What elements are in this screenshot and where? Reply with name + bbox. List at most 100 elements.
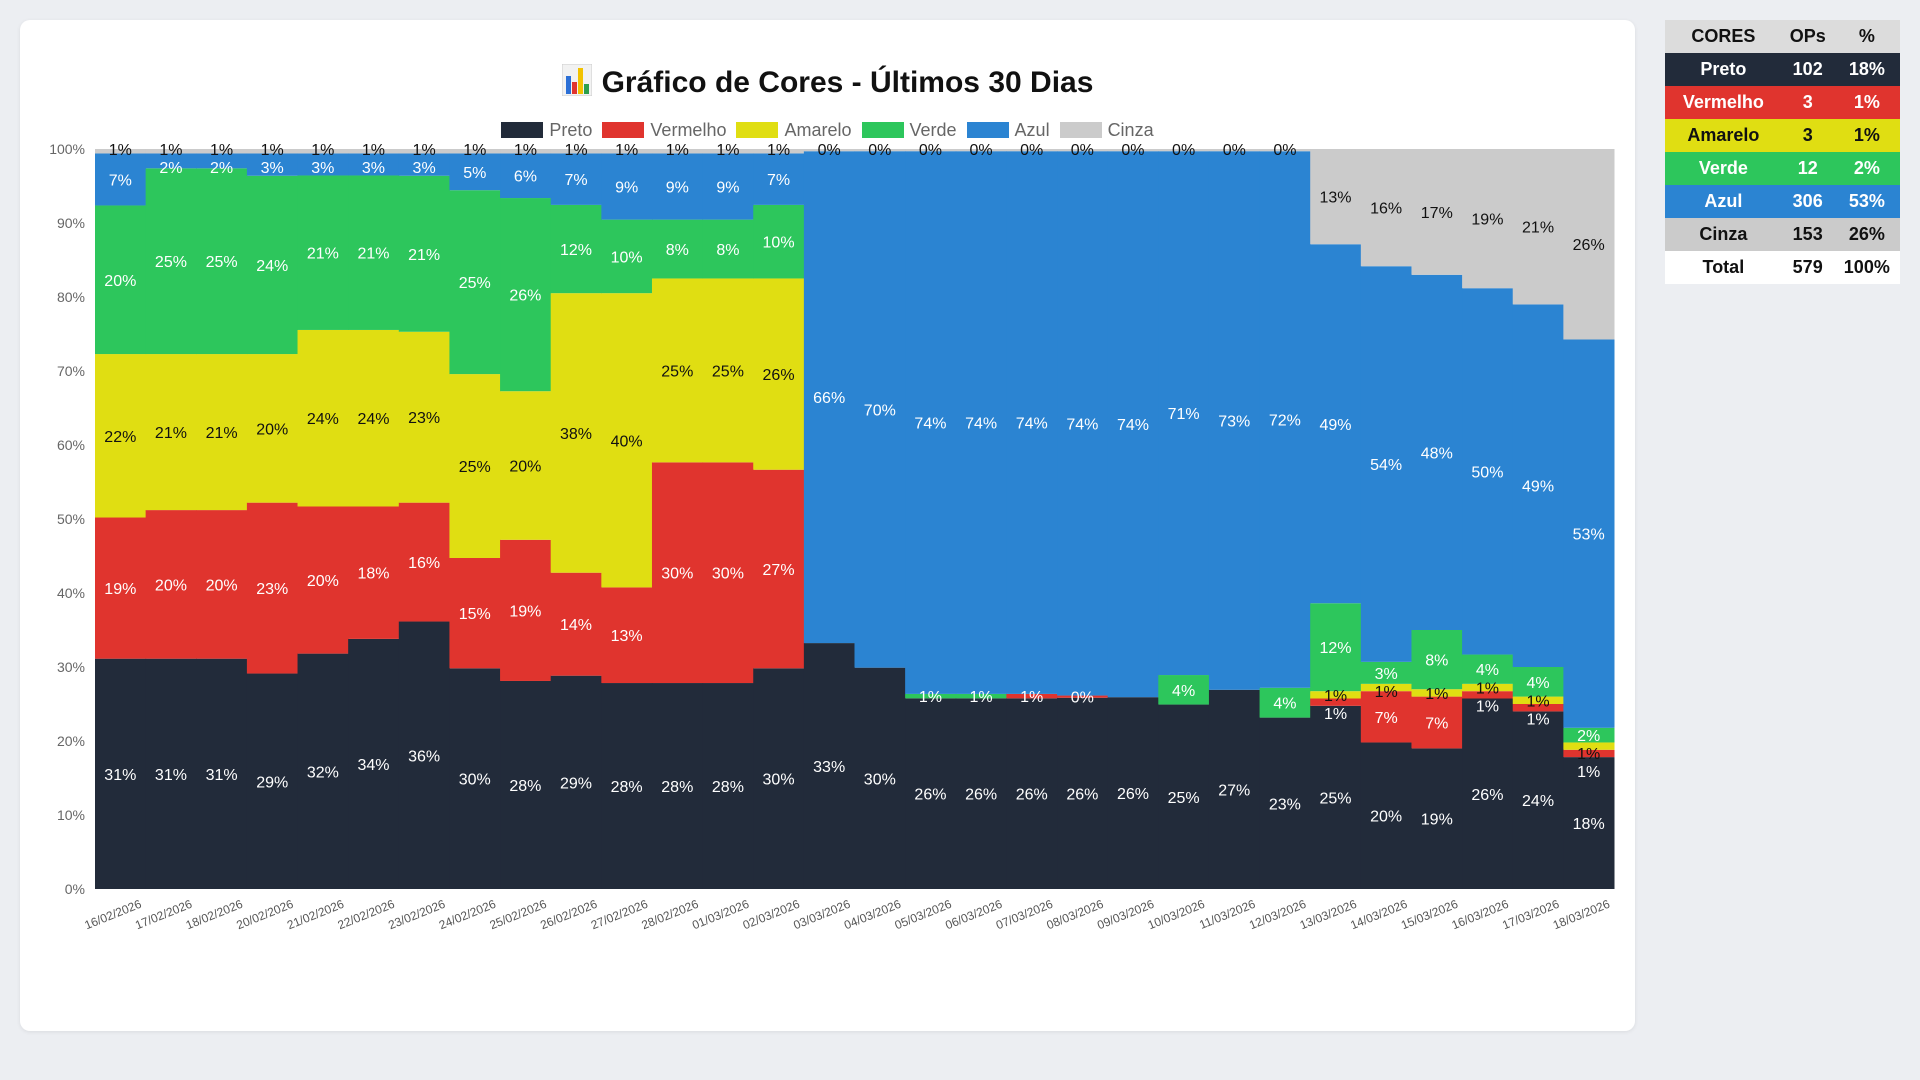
bar-segment-vermelho (196, 510, 248, 659)
data-label: 0% (818, 142, 841, 159)
data-label: 29% (560, 775, 592, 792)
data-label: 3% (311, 160, 334, 177)
data-label: 30% (763, 772, 795, 789)
data-label: 1% (362, 142, 385, 159)
bar-segment-preto (1107, 697, 1159, 889)
data-label: 71% (1168, 406, 1200, 423)
data-label: 31% (104, 767, 136, 784)
data-label: 74% (1016, 416, 1048, 433)
data-label: 1% (1577, 746, 1600, 763)
bar-segment-verde (348, 175, 400, 330)
bar-segment-azul (702, 153, 754, 220)
data-label: 1% (970, 689, 993, 706)
bar-segment-azul (550, 153, 602, 205)
bar-segment-azul (196, 153, 248, 169)
x-tick-label: 25/02/2026 (488, 897, 549, 933)
bar-segment-azul (348, 153, 400, 176)
summary-cell-ops: 3 (1802, 125, 1813, 145)
data-label: 20% (104, 273, 136, 290)
legend-item-verde[interactable]: Verde (861, 120, 957, 141)
data-label: 20% (256, 421, 288, 438)
bar-segment-vermelho (702, 462, 754, 684)
bar-segment-preto (1411, 748, 1463, 889)
data-label: 23% (256, 581, 288, 598)
data-label: 20% (307, 573, 339, 590)
legend-swatch (861, 122, 904, 138)
bar-segment-preto (1006, 698, 1058, 889)
data-label: 25% (155, 254, 187, 271)
bar-segment-preto (1310, 705, 1362, 889)
legend-item-preto[interactable]: Preto (501, 120, 592, 141)
bar-segment-amarelo (651, 278, 704, 463)
bar-segment-preto (753, 668, 805, 889)
x-tick-label: 04/03/2026 (842, 897, 903, 933)
bar-segment-vermelho (550, 572, 602, 676)
summary-cell-ops: 3 (1802, 92, 1813, 112)
legend-item-cinza[interactable]: Cinza (1059, 120, 1154, 141)
data-label: 27% (1218, 782, 1250, 799)
bar-segment-azul (1208, 151, 1261, 690)
bar-segment-azul (246, 153, 299, 176)
data-label: 26% (1066, 786, 1098, 803)
x-tick-label: 24/02/2026 (437, 897, 498, 933)
bar-segment-cinza (651, 149, 704, 154)
legend-item-vermelho[interactable]: Vermelho (602, 120, 726, 141)
data-label: 28% (712, 779, 744, 796)
summary-row-preto: Preto 102 18% (1665, 53, 1900, 86)
x-tick-label: 10/03/2026 (1146, 897, 1207, 933)
bar-segment-amarelo (398, 331, 450, 503)
data-label: 33% (813, 759, 845, 776)
bar-segment-vermelho (145, 510, 197, 659)
bar-segment-verde (246, 175, 299, 355)
legend-label: Preto (549, 120, 593, 140)
bar-segment-verde (1563, 727, 1615, 743)
data-label: 25% (1168, 790, 1200, 807)
bar-segment-cinza (1006, 149, 1058, 152)
data-label: 21% (1522, 220, 1554, 237)
bar-segment-cinza (1310, 149, 1362, 245)
bar-segment-vermelho (348, 506, 400, 639)
summary-cell-pct: 100% (1843, 257, 1890, 277)
data-label: 1% (1324, 688, 1347, 705)
summary-cell-ops: 12 (1797, 158, 1818, 178)
data-label: 6% (514, 169, 537, 186)
bar-segment-vermelho (601, 587, 653, 684)
data-label: 25% (459, 459, 491, 476)
bar-segment-cinza (246, 149, 299, 154)
x-tick-label: 16/03/2026 (1450, 897, 1511, 933)
data-label: 29% (256, 774, 288, 791)
y-tick-label: 70% (57, 363, 85, 379)
legend-swatch (1059, 122, 1102, 138)
data-label: 1% (261, 142, 284, 159)
bar-segment-azul (1411, 274, 1463, 630)
data-label: 30% (459, 772, 491, 789)
data-label: 7% (767, 172, 790, 189)
bar-segment-preto (702, 683, 754, 889)
summary-row-amarelo: Amarelo 3 1% (1665, 119, 1900, 152)
bar-segment-preto (1057, 697, 1109, 889)
data-label: 0% (1071, 690, 1094, 707)
bar-segment-verde (398, 175, 450, 332)
summary-row-verde: Verde 12 2% (1665, 152, 1900, 185)
bar-segment-azul (145, 153, 197, 169)
data-label: 0% (1121, 142, 1144, 159)
data-label: 74% (1066, 416, 1098, 433)
bar-segment-preto (196, 658, 248, 889)
data-label: 7% (109, 172, 132, 189)
summary-cell-ops: 153 (1792, 224, 1823, 244)
data-label: 4% (1273, 696, 1296, 713)
bar-segment-azul (297, 153, 349, 176)
data-label: 27% (763, 562, 795, 579)
legend-item-amarelo[interactable]: Amarelo (736, 120, 852, 141)
x-tick-label: 03/03/2026 (791, 897, 852, 933)
summary-row-vermelho: Vermelho 3 1% (1665, 86, 1900, 119)
bar-segment-verde (1259, 687, 1311, 718)
bar-segment-preto (601, 683, 653, 889)
data-label: 2% (210, 160, 233, 177)
data-label: 9% (716, 180, 739, 197)
data-label: 21% (307, 246, 339, 263)
legend-item-azul[interactable]: Azul (966, 120, 1050, 141)
x-tick-label: 14/03/2026 (1348, 897, 1409, 933)
bar-segment-preto (1208, 689, 1261, 889)
data-label: 8% (716, 242, 739, 259)
